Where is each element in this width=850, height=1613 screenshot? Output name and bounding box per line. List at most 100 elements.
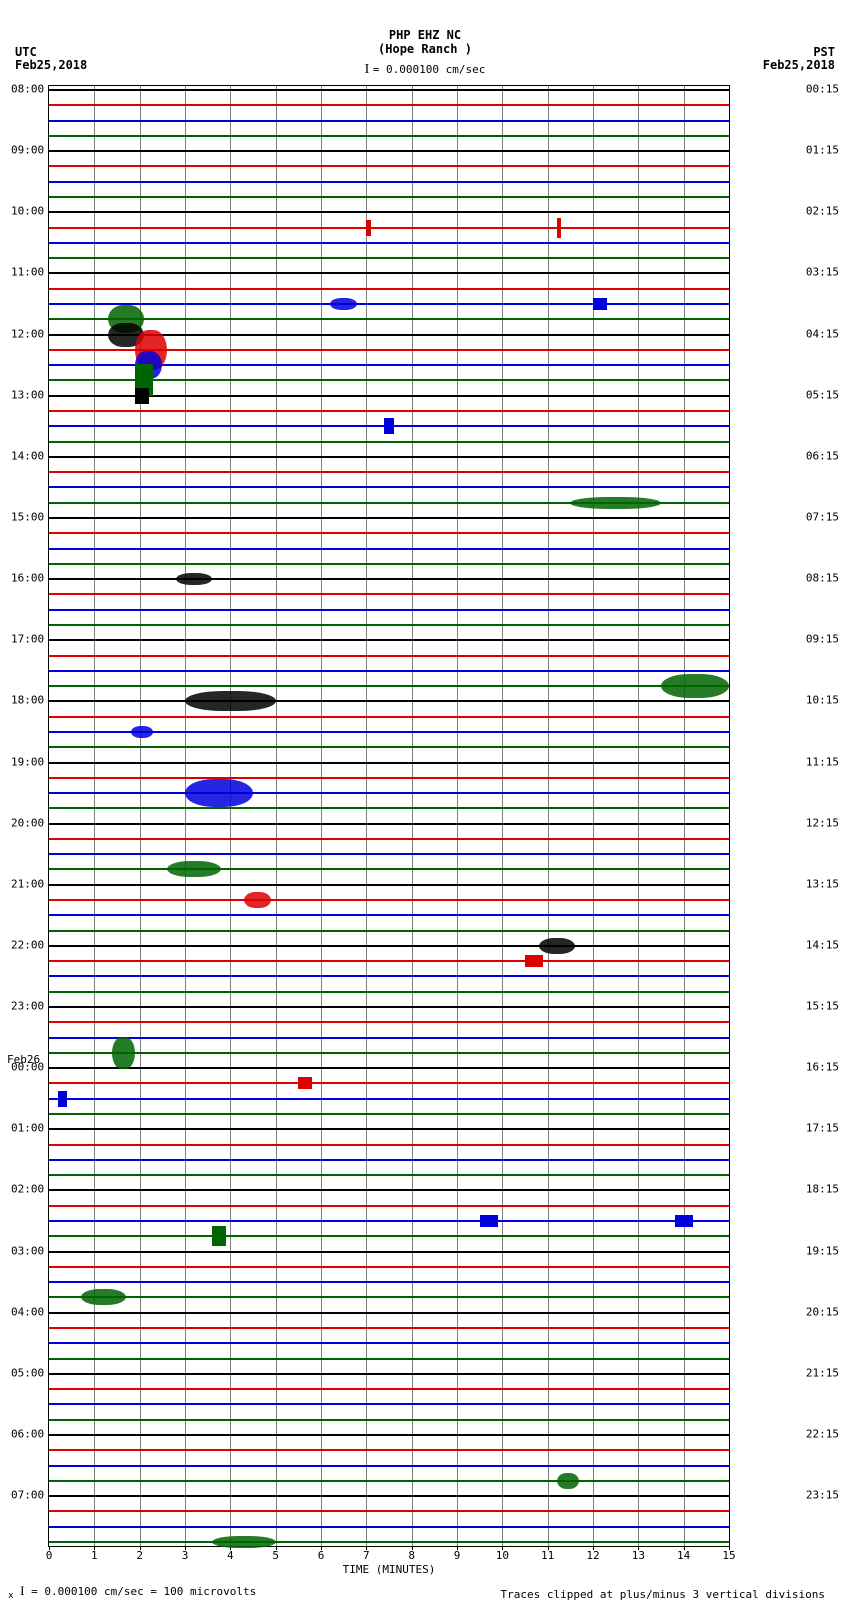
seismic-trace	[49, 563, 729, 565]
seismic-trace	[49, 792, 729, 794]
seismic-event	[185, 691, 276, 711]
x-axis-title: TIME (MINUTES)	[49, 1563, 729, 1576]
seismic-trace	[49, 899, 729, 901]
seismic-event	[244, 892, 271, 908]
seismic-trace	[49, 303, 729, 305]
seismic-trace	[49, 1098, 729, 1100]
pst-time-label: 02:15	[806, 205, 839, 218]
seismic-trace	[49, 150, 729, 152]
seismic-trace	[49, 914, 729, 916]
seismic-trace	[49, 1541, 729, 1543]
seismic-trace	[49, 532, 729, 534]
pst-time-label: 00:15	[806, 83, 839, 96]
footer-scale: x I = 0.000100 cm/sec = 100 microvolts	[8, 1583, 256, 1601]
seismic-event	[593, 298, 607, 310]
pst-time-label: 13:15	[806, 877, 839, 890]
seismic-trace	[49, 975, 729, 977]
x-tick-label: 7	[363, 1549, 370, 1562]
seismic-trace	[49, 196, 729, 198]
seismic-trace	[49, 1480, 729, 1482]
pst-time-label: 12:15	[806, 816, 839, 829]
seismic-trace	[49, 1419, 729, 1421]
utc-time-label: 21:00	[11, 877, 44, 890]
x-tick-label: 9	[454, 1549, 461, 1562]
tz-left-label: UTC	[15, 45, 37, 59]
pst-time-label: 10:15	[806, 694, 839, 707]
pst-time-label: 06:15	[806, 449, 839, 462]
seismic-event	[81, 1289, 126, 1305]
seismogram-container: PHP EHZ NC (Hope Ranch ) I = 0.000100 cm…	[0, 0, 850, 1613]
seismic-event	[570, 497, 661, 509]
pst-time-label: 05:15	[806, 388, 839, 401]
seismic-event	[384, 418, 393, 434]
pst-time-label: 01:15	[806, 144, 839, 157]
x-tick-label: 8	[408, 1549, 415, 1562]
date-right-label: Feb25,2018	[763, 58, 835, 72]
seismic-event	[167, 861, 221, 877]
seismic-trace	[49, 655, 729, 657]
seismic-trace	[49, 517, 729, 519]
seismic-event	[366, 220, 371, 236]
seismic-trace	[49, 1021, 729, 1023]
seismic-trace	[49, 1082, 729, 1084]
seismic-trace	[49, 104, 729, 106]
seismic-trace	[49, 624, 729, 626]
seismic-trace	[49, 120, 729, 122]
tz-right-label: PST	[813, 45, 835, 59]
seismic-trace	[49, 1526, 729, 1528]
seismic-event	[675, 1215, 693, 1227]
seismic-trace	[49, 1205, 729, 1207]
seismic-event	[58, 1091, 67, 1107]
seismic-event	[135, 388, 149, 404]
seismic-event	[298, 1077, 312, 1089]
utc-time-label: 14:00	[11, 449, 44, 462]
seismic-trace	[49, 257, 729, 259]
seismic-trace	[49, 1037, 729, 1039]
date-change-label: Feb26	[7, 1053, 40, 1066]
seismic-trace	[49, 1144, 729, 1146]
utc-time-label: 06:00	[11, 1428, 44, 1441]
utc-time-label: 02:00	[11, 1183, 44, 1196]
seismic-event	[557, 218, 562, 238]
seismic-event	[212, 1536, 275, 1548]
seismic-trace	[49, 930, 729, 932]
seismic-trace	[49, 456, 729, 458]
seismic-event	[539, 938, 575, 954]
seismic-trace	[49, 1358, 729, 1360]
pst-time-label: 08:15	[806, 572, 839, 585]
pst-time-label: 16:15	[806, 1061, 839, 1074]
seismic-trace	[49, 1189, 729, 1191]
utc-time-label: 03:00	[11, 1244, 44, 1257]
utc-time-label: 12:00	[11, 327, 44, 340]
x-tick-label: 13	[632, 1549, 645, 1562]
seismic-trace	[49, 593, 729, 595]
seismic-trace	[49, 1388, 729, 1390]
seismic-trace	[49, 272, 729, 274]
seismic-trace	[49, 135, 729, 137]
seismic-trace	[49, 777, 729, 779]
x-tick-label: 2	[136, 1549, 143, 1562]
pst-time-label: 23:15	[806, 1489, 839, 1502]
seismic-trace	[49, 471, 729, 473]
seismogram-plot: TIME (MINUTES) 0123456789101112131415	[48, 85, 730, 1547]
pst-time-label: 07:15	[806, 510, 839, 523]
pst-time-label: 22:15	[806, 1428, 839, 1441]
seismic-trace	[49, 609, 729, 611]
seismic-trace	[49, 1281, 729, 1283]
seismic-trace	[49, 1006, 729, 1008]
seismic-trace	[49, 181, 729, 183]
utc-time-label: 19:00	[11, 755, 44, 768]
utc-time-label: 05:00	[11, 1366, 44, 1379]
x-tick-label: 15	[722, 1549, 735, 1562]
seismic-trace	[49, 1296, 729, 1298]
seismic-trace	[49, 441, 729, 443]
utc-time-label: 10:00	[11, 205, 44, 218]
utc-time-label: 16:00	[11, 572, 44, 585]
pst-time-label: 14:15	[806, 938, 839, 951]
seismic-event	[176, 573, 212, 585]
utc-time-label: 07:00	[11, 1489, 44, 1502]
utc-time-label: 04:00	[11, 1305, 44, 1318]
utc-time-label: 17:00	[11, 633, 44, 646]
seismic-trace	[49, 1434, 729, 1436]
seismic-trace	[49, 670, 729, 672]
